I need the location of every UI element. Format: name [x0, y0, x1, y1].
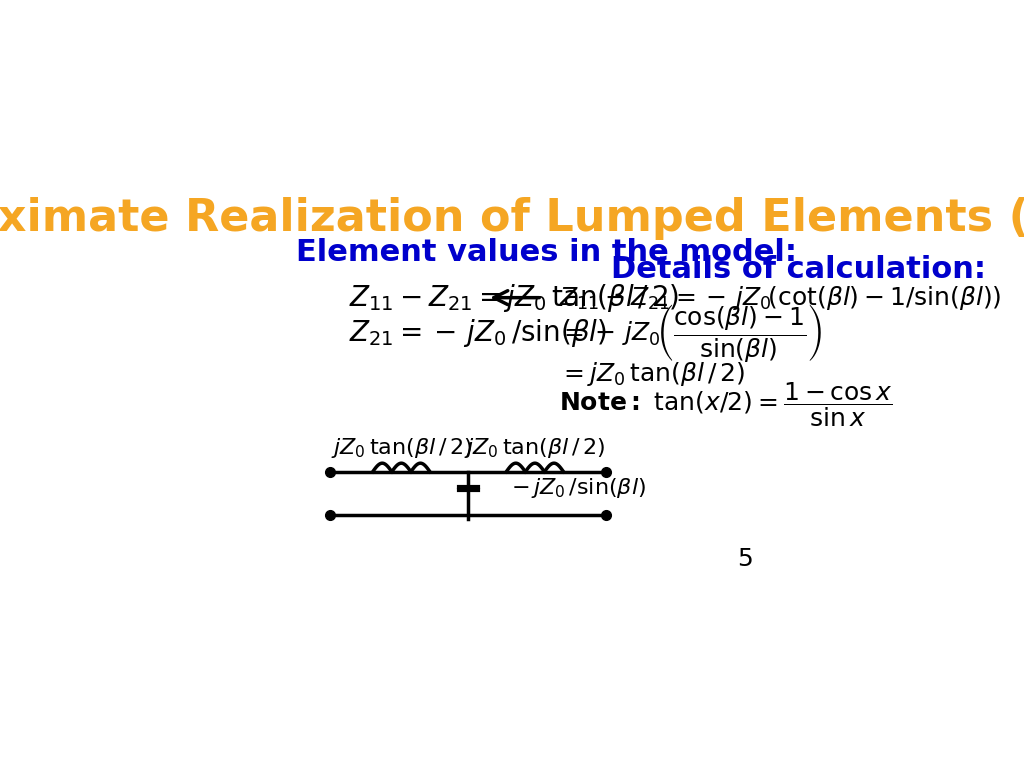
Text: $= -\,jZ_0\!\left(\dfrac{\cos\!\left(\beta l\right)-1}{\sin\!\left(\beta l\right: $= -\,jZ_0\!\left(\dfrac{\cos\!\left(\be… [559, 303, 822, 365]
Text: Details of calculation:: Details of calculation: [611, 254, 986, 283]
Text: $= jZ_0\,\tan\!\left(\beta l\,/\,2\right)$: $= jZ_0\,\tan\!\left(\beta l\,/\,2\right… [559, 360, 745, 388]
Text: $jZ_0\,\tan\!\left(\beta l\,/\,2\right)$: $jZ_0\,\tan\!\left(\beta l\,/\,2\right)$ [464, 436, 605, 460]
Text: 5: 5 [737, 547, 753, 571]
Text: Approximate Realization of Lumped Elements (cont.): Approximate Realization of Lumped Elemen… [0, 197, 1024, 240]
Text: $Z_{11} - Z_{21} = jZ_0\,\tan\!\left(\beta l\,/\,2\right)$: $Z_{11} - Z_{21} = jZ_0\,\tan\!\left(\be… [349, 282, 679, 313]
Text: $jZ_0\,\tan\!\left(\beta l\,/\,2\right)$: $jZ_0\,\tan\!\left(\beta l\,/\,2\right)$ [331, 436, 472, 460]
Text: $\mathbf{Note:}\ \tan\!\left(x/2\right) = \dfrac{1 - \cos x}{\sin x}$: $\mathbf{Note:}\ \tan\!\left(x/2\right) … [559, 381, 893, 429]
Text: Element values in the model:: Element values in the model: [296, 238, 798, 266]
Text: $Z_{11} - Z_{21} = -\,jZ_0\!\left(\cot\!\left(\beta l\right) - 1/\sin\!\left(\be: $Z_{11} - Z_{21} = -\,jZ_0\!\left(\cot\!… [559, 283, 1001, 312]
Text: $Z_{21} = -\,jZ_0\,/\sin\!\left(\beta l\right)$: $Z_{21} = -\,jZ_0\,/\sin\!\left(\beta l\… [349, 317, 607, 349]
Text: $-\,jZ_0\,/\sin\!\left(\beta l\right)$: $-\,jZ_0\,/\sin\!\left(\beta l\right)$ [511, 476, 646, 501]
